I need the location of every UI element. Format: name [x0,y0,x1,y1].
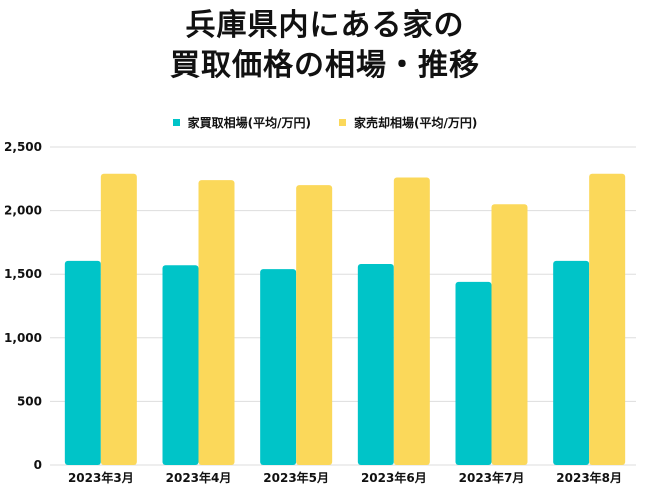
bar-buy-4 [357,264,394,465]
bar-sell-3 [296,185,333,465]
y-tick-label: 500 [17,394,42,408]
bar-sell-4 [393,177,430,465]
bar-sell-1 [100,173,137,465]
x-tick-label: 2023年5月 [263,470,329,485]
legend-item-buy: 家買取相場(平均/万円) [172,114,311,131]
chart-legend: 家買取相場(平均/万円) 家売却相場(平均/万円) [0,114,650,131]
bar-sell-6 [589,173,626,465]
y-tick-label: 2,500 [4,140,42,154]
chart-title-line-2: 買取価格の相場・推移 [170,48,480,83]
y-tick-label: 1,000 [4,331,42,345]
x-tick-label: 2023年7月 [459,470,525,485]
x-tick-label: 2023年6月 [361,470,427,485]
chart-title: 兵庫県内にある家の 買取価格の相場・推移 [0,6,650,86]
bar-buy-6 [553,260,590,465]
y-tick-label: 1,500 [4,267,42,281]
legend-label-buy: 家買取相場(平均/万円) [187,116,311,130]
x-tick-label: 2023年3月 [68,470,134,485]
chart-title-line-1: 兵庫県内にある家の [185,8,465,43]
legend-swatch-sell [339,119,346,126]
bar-sell-5 [491,204,528,466]
bar-buy-1 [64,260,101,465]
y-tick-label: 2,000 [4,204,42,218]
y-tick-label: 0 [34,458,42,472]
legend-label-sell: 家売却相場(平均/万円) [354,116,478,130]
bar-buy-3 [260,269,297,465]
legend-item-sell: 家売却相場(平均/万円) [339,114,477,131]
bar-buy-2 [162,265,199,465]
x-tick-label: 2023年8月 [556,470,622,485]
legend-swatch-buy [172,119,180,126]
x-tick-label: 2023年4月 [166,470,232,485]
bar-buy-5 [455,281,492,465]
bar-sell-2 [198,180,235,465]
